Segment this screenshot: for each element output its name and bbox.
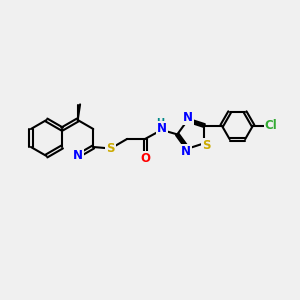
Text: S: S	[202, 139, 210, 152]
Text: S: S	[106, 142, 115, 155]
Text: Cl: Cl	[265, 119, 278, 132]
Text: N: N	[183, 111, 193, 124]
Text: N: N	[181, 145, 191, 158]
Text: H: H	[156, 118, 164, 128]
Text: O: O	[140, 152, 150, 165]
Text: N: N	[73, 149, 83, 163]
Text: N: N	[157, 122, 167, 135]
